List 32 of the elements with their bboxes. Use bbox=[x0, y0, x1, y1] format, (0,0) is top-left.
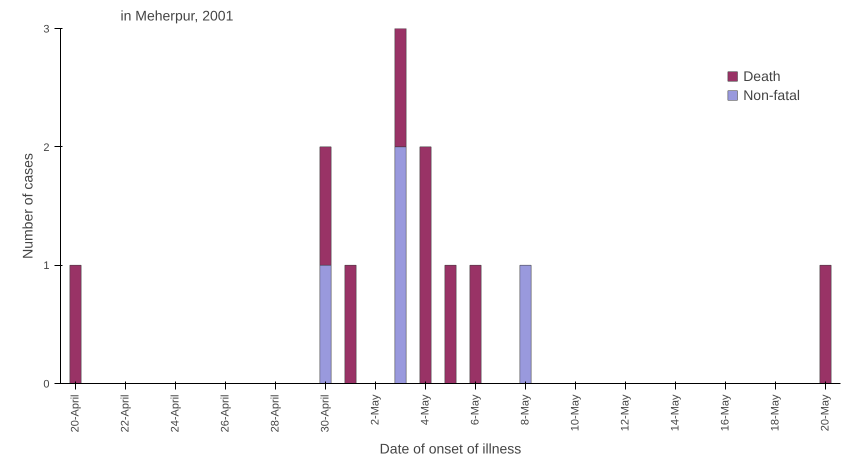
x-tick-label: 26-April bbox=[220, 394, 232, 432]
chart-title: in Meherpur, 2001 bbox=[120, 8, 234, 24]
x-tick-label: 2-May bbox=[370, 394, 382, 426]
bar bbox=[344, 264, 356, 384]
x-tick-label: 18-May bbox=[770, 394, 782, 432]
bar bbox=[444, 264, 456, 384]
x-tick-label: 4-May bbox=[420, 394, 432, 426]
y-tick-label: 0 bbox=[43, 378, 50, 390]
x-tick-label: 10-May bbox=[570, 394, 582, 432]
x-tick-label: 20-April bbox=[70, 394, 82, 432]
bar bbox=[820, 264, 832, 384]
x-axis-title: Date of onset of illness bbox=[380, 440, 522, 456]
y-tick-label: 2 bbox=[43, 142, 50, 154]
x-tick-label: 6-May bbox=[470, 394, 482, 426]
x-tick-label: 24-April bbox=[170, 394, 182, 432]
x-tick-label: 12-May bbox=[620, 394, 632, 432]
x-tick-label: 22-April bbox=[120, 394, 132, 432]
x-tick-label: 28-April bbox=[270, 394, 282, 432]
y-axis-title: Number of cases bbox=[19, 153, 36, 259]
legend-label: Non-fatal bbox=[743, 87, 800, 103]
bar bbox=[420, 146, 432, 384]
bar bbox=[470, 264, 482, 384]
x-tick-label: 14-May bbox=[670, 394, 682, 432]
bar bbox=[520, 264, 532, 384]
bar bbox=[70, 264, 82, 384]
y-tick-label: 3 bbox=[43, 24, 50, 36]
legend-label: Death bbox=[743, 68, 781, 84]
x-tick-label: 16-May bbox=[720, 394, 732, 432]
x-tick-label: 20-May bbox=[820, 394, 832, 432]
x-tick-label: 8-May bbox=[520, 394, 532, 426]
y-tick-label: 1 bbox=[43, 260, 50, 272]
x-tick-label: 30-April bbox=[320, 394, 332, 432]
